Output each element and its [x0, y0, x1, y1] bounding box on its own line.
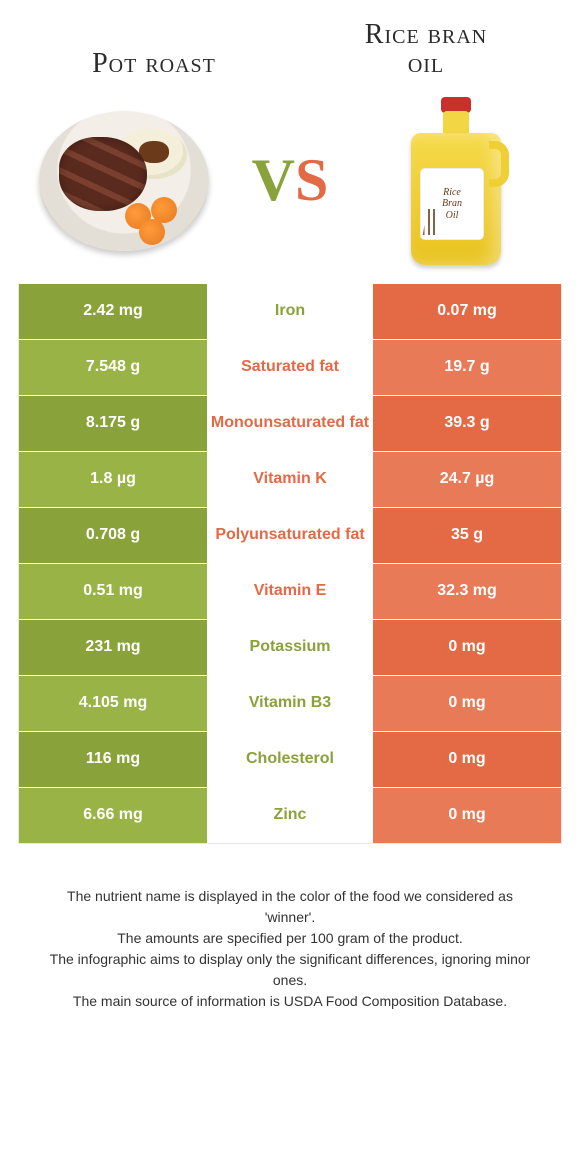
right-value: 24.7 µg	[373, 452, 561, 507]
nutrient-label: Vitamin E	[207, 564, 373, 619]
right-value: 0 mg	[373, 620, 561, 675]
vs-label: VS	[230, 146, 350, 215]
left-value: 7.548 g	[19, 340, 207, 395]
nutrient-label: Cholesterol	[207, 732, 373, 787]
left-value: 231 mg	[19, 620, 207, 675]
table-row: 1.8 µgVitamin K24.7 µg	[19, 451, 561, 507]
table-row: 116 mgCholesterol0 mg	[19, 731, 561, 787]
rice-bran-oil-bottle-icon: Rice Bran Oil	[401, 97, 511, 265]
vs-s: S	[295, 147, 328, 213]
footer-line: The amounts are specified per 100 gram o…	[46, 928, 534, 949]
table-row: 6.66 mgZinc0 mg	[19, 787, 561, 843]
nutrient-label: Vitamin K	[207, 452, 373, 507]
hero-row: VS Rice Bran Oil	[18, 97, 562, 265]
comparison-table: 2.42 mgIron0.07 mg7.548 gSaturated fat19…	[18, 283, 562, 844]
nutrient-label: Potassium	[207, 620, 373, 675]
table-row: 8.175 gMonounsaturated fat39.3 g	[19, 395, 561, 451]
left-value: 4.105 mg	[19, 676, 207, 731]
right-value: 19.7 g	[373, 340, 561, 395]
left-value: 0.708 g	[19, 508, 207, 563]
nutrient-label: Iron	[207, 284, 373, 339]
footer-note: The nutrient name is displayed in the co…	[18, 886, 562, 1034]
right-value: 35 g	[373, 508, 561, 563]
left-value: 116 mg	[19, 732, 207, 787]
footer-line: The main source of information is USDA F…	[46, 991, 534, 1012]
right-value: 0 mg	[373, 732, 561, 787]
right-value: 32.3 mg	[373, 564, 561, 619]
footer-line: The infographic aims to display only the…	[46, 949, 534, 991]
header-titles: Pot roast Rice bran oil	[18, 20, 562, 79]
nutrient-label: Monounsaturated fat	[207, 396, 373, 451]
right-value: 39.3 g	[373, 396, 561, 451]
left-value: 8.175 g	[19, 396, 207, 451]
right-value: 0 mg	[373, 788, 561, 843]
nutrient-label: Zinc	[207, 788, 373, 843]
right-value: 0 mg	[373, 676, 561, 731]
nutrient-label: Saturated fat	[207, 340, 373, 395]
table-row: 2.42 mgIron0.07 mg	[19, 283, 561, 339]
table-row: 0.708 gPolyunsaturated fat35 g	[19, 507, 561, 563]
table-row: 7.548 gSaturated fat19.7 g	[19, 339, 561, 395]
nutrient-label: Polyunsaturated fat	[207, 508, 373, 563]
left-value: 0.51 mg	[19, 564, 207, 619]
nutrient-label: Vitamin B3	[207, 676, 373, 731]
pot-roast-plate-icon	[39, 111, 209, 251]
left-value: 2.42 mg	[19, 284, 207, 339]
vs-v: V	[252, 147, 295, 213]
table-row: 231 mgPotassium0 mg	[19, 619, 561, 675]
table-row: 4.105 mgVitamin B30 mg	[19, 675, 561, 731]
table-row: 0.51 mgVitamin E32.3 mg	[19, 563, 561, 619]
left-food-title: Pot roast	[18, 49, 290, 78]
right-value: 0.07 mg	[373, 284, 561, 339]
left-value: 6.66 mg	[19, 788, 207, 843]
right-food-title: Rice bran oil	[290, 20, 562, 79]
footer-line: The nutrient name is displayed in the co…	[46, 886, 534, 928]
left-value: 1.8 µg	[19, 452, 207, 507]
